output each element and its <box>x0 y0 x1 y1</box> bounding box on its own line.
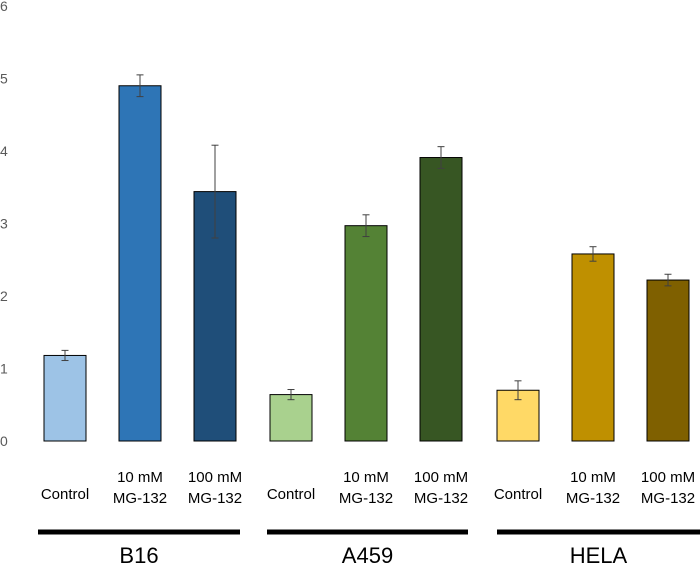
bar <box>118 85 162 442</box>
y-tick-label: 1 <box>0 361 8 377</box>
x-tick-label: 10 mM MG-132 <box>566 469 620 507</box>
group-label: A459 <box>342 543 393 566</box>
bars <box>43 85 690 442</box>
group-labels: B16 A459 HELA <box>38 529 700 566</box>
error-bar <box>211 144 219 239</box>
bar <box>571 253 615 442</box>
bar <box>419 157 463 442</box>
x-tick-label: Control <box>494 486 542 503</box>
error-bar <box>514 380 522 401</box>
group-label: HELA <box>570 543 628 566</box>
y-tick-label: 2 <box>0 288 8 304</box>
error-bar <box>589 246 597 262</box>
y-tick-label: 5 <box>0 71 8 87</box>
y-axis: 0 1 2 3 4 5 6 <box>0 0 8 449</box>
x-axis-labels: Control 10 mM MG-132 100 mM MG-132 Control 10 … <box>41 469 695 507</box>
error-bar <box>437 146 445 169</box>
error-bar <box>362 214 370 238</box>
x-tick-label: 10 mM MG-132 <box>339 469 393 507</box>
bar <box>646 279 690 442</box>
group-label: B16 <box>119 543 158 566</box>
y-tick-label: 4 <box>0 143 8 159</box>
x-tick-label: Control <box>267 486 315 503</box>
y-tick-label: 0 <box>0 433 8 449</box>
error-bars <box>61 74 672 401</box>
bar <box>43 354 87 442</box>
error-bar <box>287 389 295 401</box>
y-tick-label: 6 <box>0 0 8 14</box>
x-tick-label: 10 mM MG-132 <box>113 469 167 507</box>
error-bar <box>61 349 69 362</box>
x-tick-label: 100 mM MG-132 <box>188 469 242 507</box>
error-bar <box>664 273 672 287</box>
x-tick-label: 100 mM MG-132 <box>414 469 468 507</box>
bar <box>269 394 313 442</box>
y-tick-label: 3 <box>0 216 8 232</box>
x-tick-label: Control <box>41 486 89 503</box>
error-bar <box>136 74 144 98</box>
x-tick-label: 100 mM MG-132 <box>641 469 695 507</box>
bar <box>344 225 388 442</box>
